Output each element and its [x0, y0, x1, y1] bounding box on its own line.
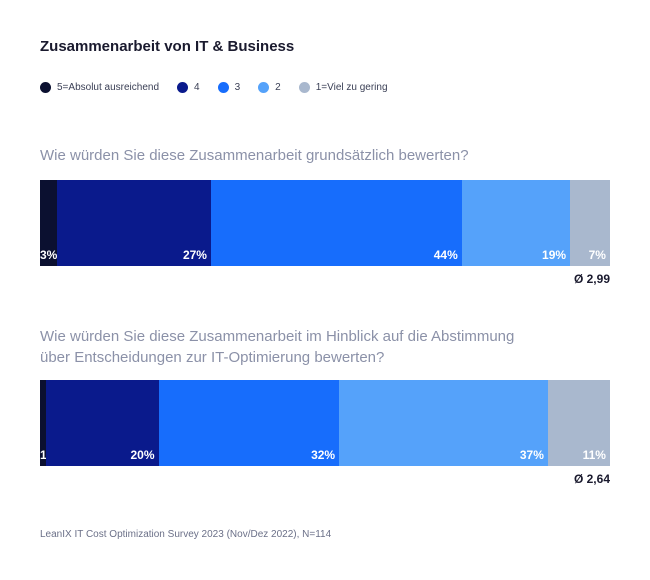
- bar-2-label-3: 32%: [311, 448, 336, 462]
- bar-1-segment-5: 3%: [40, 180, 57, 266]
- legend-label-2: 2: [275, 82, 281, 93]
- bar-1-segment-2: 19%: [461, 180, 571, 266]
- legend-swatch-3: [217, 82, 229, 93]
- question-2-title-line-2: über Entscheidungen zur IT-Optimierung b…: [40, 349, 385, 366]
- bar-1-segment-4: 27%: [57, 180, 211, 266]
- bar-2-label-4: 20%: [130, 448, 155, 462]
- bar-2-segment-1: 11%: [547, 380, 610, 466]
- question-2-title-line-1: Wie würden Sie diese Zusammenarbeit im H…: [40, 328, 515, 345]
- legend-item-4: 4: [177, 82, 200, 93]
- bar-2-label-1: 11%: [582, 448, 606, 462]
- bar-1-label-5: 3%: [40, 248, 58, 262]
- legend-swatch-5: [40, 82, 51, 93]
- stacked-bar-1: 3% 27% 44% 19% 7%: [40, 180, 610, 266]
- question-1-title: Wie würden Sie diese Zusammenarbeit grun…: [40, 147, 469, 164]
- bar-1-label-2: 19%: [542, 248, 567, 262]
- bar-1-label-1: 7%: [588, 248, 606, 262]
- average-2: Ø 2,64: [573, 472, 610, 486]
- legend: 5=Absolut ausreichend 4 3 2 1=Viel zu ge…: [40, 82, 406, 93]
- stacked-bar-2: 1%20%32%37%11%: [40, 380, 610, 466]
- average-1: Ø 2,99: [573, 272, 610, 286]
- legend-swatch-1: [298, 82, 310, 93]
- legend-item-2: 2: [258, 82, 281, 93]
- source-note: LeanIX IT Cost Optimization Survey 2023 …: [40, 529, 332, 540]
- bar-1-label-4: 27%: [182, 248, 207, 262]
- bar-2-label-2: 37%: [519, 448, 544, 462]
- bar-2-segment-4: 20%: [45, 380, 159, 466]
- legend-swatch-4: [177, 82, 189, 93]
- legend-swatch-2: [258, 82, 270, 93]
- legend-label-1: 1=Viel zu gering: [315, 82, 388, 93]
- legend-item-3: 3: [217, 82, 241, 93]
- legend-label-5: 5=Absolut ausreichend: [57, 82, 160, 93]
- question-2-title: Wie würden Sie diese Zusammenarbeit im H…: [40, 326, 514, 368]
- bar-1-label-3: 44%: [433, 248, 458, 262]
- legend-label-4: 4: [194, 82, 200, 93]
- bar-1-segment-1: 7%: [570, 180, 610, 266]
- legend-label-3: 3: [234, 82, 241, 93]
- chart-title: Zusammenarbeit von IT & Business: [40, 38, 295, 55]
- bar-1-segment-3: 44%: [210, 180, 462, 266]
- legend-item-5: 5=Absolut ausreichend: [40, 82, 159, 93]
- legend-item-1: 1=Viel zu gering: [298, 82, 388, 93]
- bar-2-segment-3: 32%: [158, 380, 340, 466]
- bar-2-segment-2: 37%: [339, 380, 548, 466]
